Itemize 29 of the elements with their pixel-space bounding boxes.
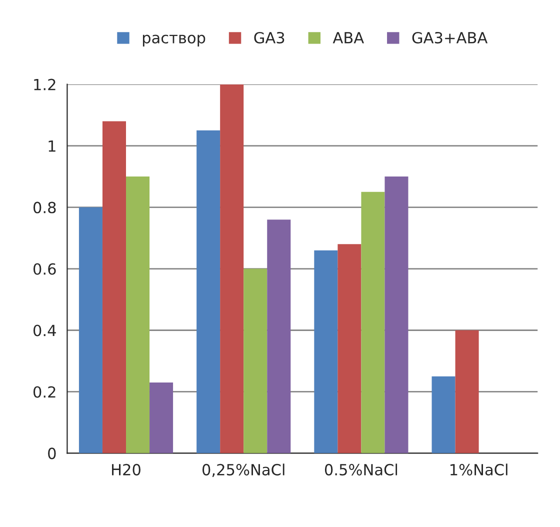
- bar: [267, 220, 291, 454]
- y-tick-label: 1.2: [34, 78, 56, 90]
- y-tick-label: 0: [48, 448, 56, 460]
- bar: [432, 376, 456, 454]
- bar: [150, 382, 174, 454]
- y-tick-label: 0.4: [33, 324, 56, 336]
- bar: [78, 207, 102, 454]
- legend-label: GA3: [254, 32, 284, 44]
- bar: [126, 176, 150, 454]
- x-tick-label: 0.5%NaCl: [324, 464, 398, 476]
- y-tick-label: 0.6: [33, 263, 56, 275]
- bar: [244, 268, 268, 454]
- x-tick-label: 0,25%NaCl: [202, 464, 284, 478]
- x-tick-label: 1%NaCl: [450, 464, 508, 476]
- bar: [102, 121, 126, 454]
- y-tick-label: 0.8: [33, 202, 56, 214]
- bar: [455, 330, 479, 454]
- bar: [338, 244, 362, 454]
- bar: [361, 192, 385, 454]
- legend-label: ABA: [332, 32, 364, 44]
- legend-label: GA3+ABA: [412, 32, 488, 44]
- bar: [196, 130, 220, 454]
- y-tick-label: 0.2: [33, 386, 56, 398]
- y-tick-label: 1: [48, 140, 56, 152]
- bar: [220, 84, 244, 454]
- bar: [384, 176, 408, 454]
- bar: [314, 250, 338, 454]
- legend-label: раствор: [142, 34, 206, 46]
- x-tick-label: H20: [112, 464, 140, 476]
